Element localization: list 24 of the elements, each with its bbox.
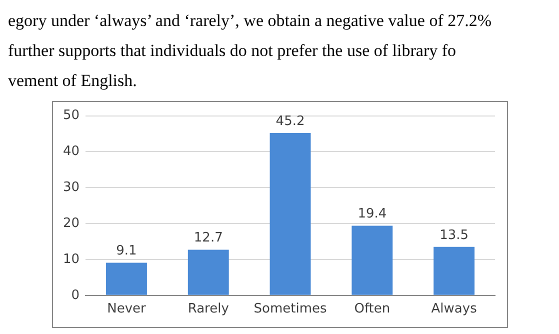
- y-tick-label: 50: [62, 108, 80, 124]
- x-tick-label: Sometimes: [254, 302, 327, 317]
- bar: [106, 262, 147, 295]
- text: vement of English.: [8, 70, 138, 92]
- text: egory under ‘always’ and ‘rarely’, we obtain a negative value of 27.2%: [8, 10, 493, 32]
- bar: [188, 250, 229, 295]
- x-tick-label: Often: [354, 302, 390, 317]
- x-tick-label: Never: [107, 302, 147, 317]
- data-label: 19.4: [358, 206, 387, 222]
- bar: [352, 226, 393, 295]
- text: further supports that individuals do not prefer the use of library fo: [8, 40, 458, 62]
- data-label: 45.2: [276, 114, 305, 129]
- data-label: 13.5: [440, 228, 469, 243]
- x-tick-label: Always: [431, 302, 478, 317]
- bar: [270, 133, 311, 295]
- y-tick-label: 0: [71, 288, 80, 303]
- y-tick-label: 10: [62, 252, 80, 267]
- bar: [434, 246, 475, 295]
- y-tick-label: 20: [62, 216, 80, 231]
- y-tick-label: 40: [62, 144, 80, 160]
- x-tick-label: Rarely: [188, 302, 230, 317]
- y-tick-label: 30: [62, 180, 80, 196]
- data-label: 12.7: [194, 230, 223, 246]
- data-label: 9.1: [116, 244, 137, 259]
